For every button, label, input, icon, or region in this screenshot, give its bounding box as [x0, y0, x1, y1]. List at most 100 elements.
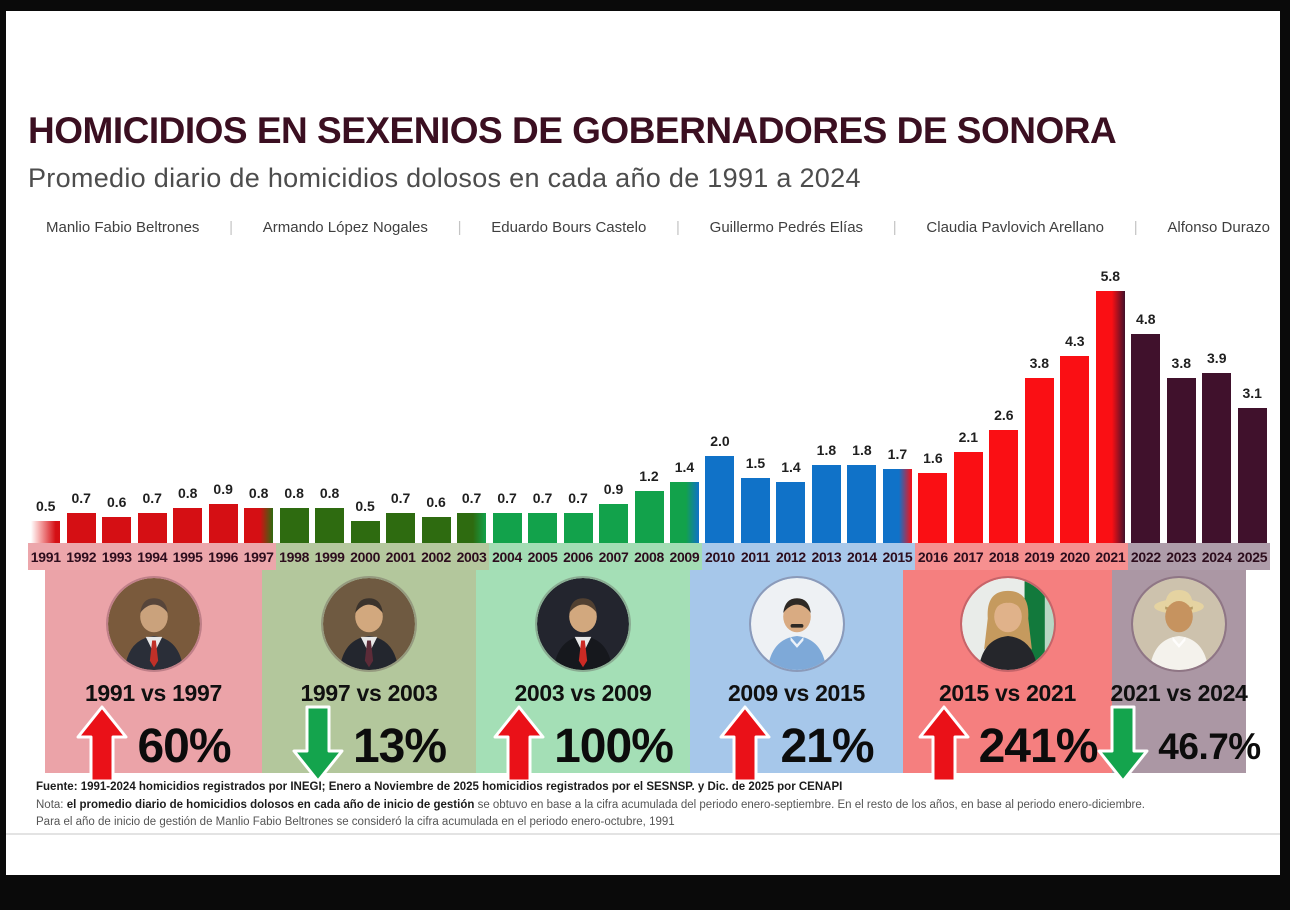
governor-photo [1131, 576, 1227, 672]
bar-2025 [1237, 408, 1267, 543]
change-percentage: 100% [554, 720, 674, 773]
homicides-bar-chart: 0.5 1991 0.7 1992 0.6 1993 0.7 1994 0.8 1995 0.9 19… [6, 11, 1280, 571]
year-axis-label: 2015 [879, 543, 916, 570]
comparison-label: 2003 vs 2009 [514, 680, 652, 706]
bar-value-label: 3.1 [1242, 385, 1262, 401]
bar-value-label: 0.7 [568, 490, 588, 506]
sexenio-panel-2: 1997 vs 2003 13% [262, 570, 476, 783]
change-row: 100% [493, 705, 674, 788]
year-axis-label: 2024 [1199, 543, 1235, 570]
bar-2019 [1024, 378, 1054, 543]
bar-1994 [137, 513, 167, 543]
year-axis-label: 2018 [986, 543, 1022, 570]
bar-value-label: 2.1 [958, 429, 979, 445]
bar-value-label: 0.8 [177, 485, 198, 501]
bar-2010 [705, 456, 735, 543]
bar-value-label: 0.8 [248, 485, 269, 501]
change-percentage: 21% [780, 720, 874, 773]
note-rest: se obtuvo en base a la cifra acumulada d… [474, 798, 1145, 811]
year-axis-label: 2003 [453, 543, 490, 570]
bar-2022 [1131, 334, 1161, 543]
bar-value-label: 0.5 [355, 498, 375, 514]
bar-value-label: 3.8 [1029, 355, 1050, 371]
sexenio-panel-4: 2009 vs 2015 21% [690, 570, 903, 783]
page-subtitle: Promedio diario de homicidios dolosos en… [28, 163, 861, 193]
bar-value-label: 1.8 [852, 442, 872, 458]
governor-photo [105, 576, 202, 672]
bar-1995 [173, 508, 203, 543]
year-axis-label: 2010 [702, 543, 738, 570]
bar-2002 [421, 517, 451, 543]
governor-separator: | [676, 218, 680, 236]
bar-2006 [563, 513, 593, 543]
year-axis-label: 2016 [915, 543, 951, 570]
governor-separator: | [457, 218, 462, 236]
year-axis-label: 2004 [489, 543, 525, 570]
bar-1996 [208, 504, 238, 543]
year-axis-label: 2013 [808, 543, 845, 570]
bar-value-label: 2.0 [710, 433, 730, 449]
bar-value-label: 0.7 [71, 490, 91, 506]
note-line: Nota: el promedio diario de homicidios d… [36, 797, 1256, 815]
note-prefix: Nota: [36, 798, 67, 811]
bar-2020 [1060, 356, 1090, 543]
year-axis-label: 2025 [1234, 543, 1270, 570]
year-axis-label: 1999 [311, 543, 348, 570]
bar-2009 [669, 482, 699, 543]
year-axis-label: 2019 [1021, 543, 1058, 570]
footer-divider [6, 833, 1280, 835]
bar-2011 [740, 478, 770, 543]
bar-value-label: 1.5 [745, 455, 766, 471]
bar-value-label: 0.7 [390, 490, 411, 506]
year-axis-label: 1996 [205, 543, 241, 570]
governor-name: Armando López Nogales [262, 218, 428, 236]
governor-separator: | [892, 218, 897, 236]
year-axis-label: 1994 [134, 543, 170, 570]
bar-value-label: 1.4 [781, 459, 801, 475]
comparison-label: 1991 vs 1997 [84, 680, 223, 706]
bar-2024 [1202, 373, 1232, 543]
change-percentage: 13% [352, 720, 447, 773]
year-axis-label: 1998 [276, 543, 312, 570]
year-axis-label: 1992 [63, 543, 99, 570]
year-axis-label: 2020 [1057, 543, 1093, 570]
bar-value-label: 1.2 [639, 468, 659, 484]
bar-2021 [1095, 291, 1125, 543]
increase-arrow-icon [76, 705, 128, 788]
bar-1991 [31, 521, 61, 543]
decrease-arrow-icon [292, 705, 344, 788]
change-row: 13% [292, 705, 447, 788]
year-axis-label: 2006 [560, 543, 596, 570]
governor-photo [748, 576, 845, 672]
comparison-label: 1997 vs 2003 [300, 680, 438, 706]
year-axis-label: 2000 [347, 543, 383, 570]
bar-value-label: 0.9 [603, 481, 624, 497]
change-row: 60% [76, 705, 232, 788]
bar-value-label: 1.6 [923, 450, 943, 466]
bar-2007 [599, 504, 629, 543]
bar-2000 [350, 521, 380, 543]
bar-2018 [989, 430, 1019, 543]
year-axis-label: 2021 [1092, 543, 1129, 570]
bar-2013 [811, 465, 841, 543]
governor-name: Eduardo Bours Castelo [491, 218, 647, 236]
bar-value-label: 0.8 [284, 485, 304, 501]
note-bold: el promedio diario de homicidios dolosos… [66, 798, 475, 811]
bar-value-label: 0.7 [497, 490, 517, 506]
bar-2005 [528, 513, 558, 543]
bar-2015 [882, 469, 912, 543]
bar-value-label: 3.8 [1171, 355, 1191, 371]
year-axis-label: 1995 [169, 543, 206, 570]
bar-value-label: 1.4 [674, 459, 695, 475]
bar-2014 [847, 465, 877, 543]
change-percentage: 60% [137, 720, 231, 773]
year-axis-label: 2002 [418, 543, 454, 570]
decrease-arrow-icon [1097, 705, 1149, 788]
increase-arrow-icon [719, 705, 771, 788]
bar-2003 [457, 513, 487, 543]
increase-arrow-icon [493, 705, 545, 788]
bar-value-label: 0.6 [106, 494, 127, 510]
bar-1992 [66, 513, 96, 543]
year-axis-label: 2001 [382, 543, 419, 570]
